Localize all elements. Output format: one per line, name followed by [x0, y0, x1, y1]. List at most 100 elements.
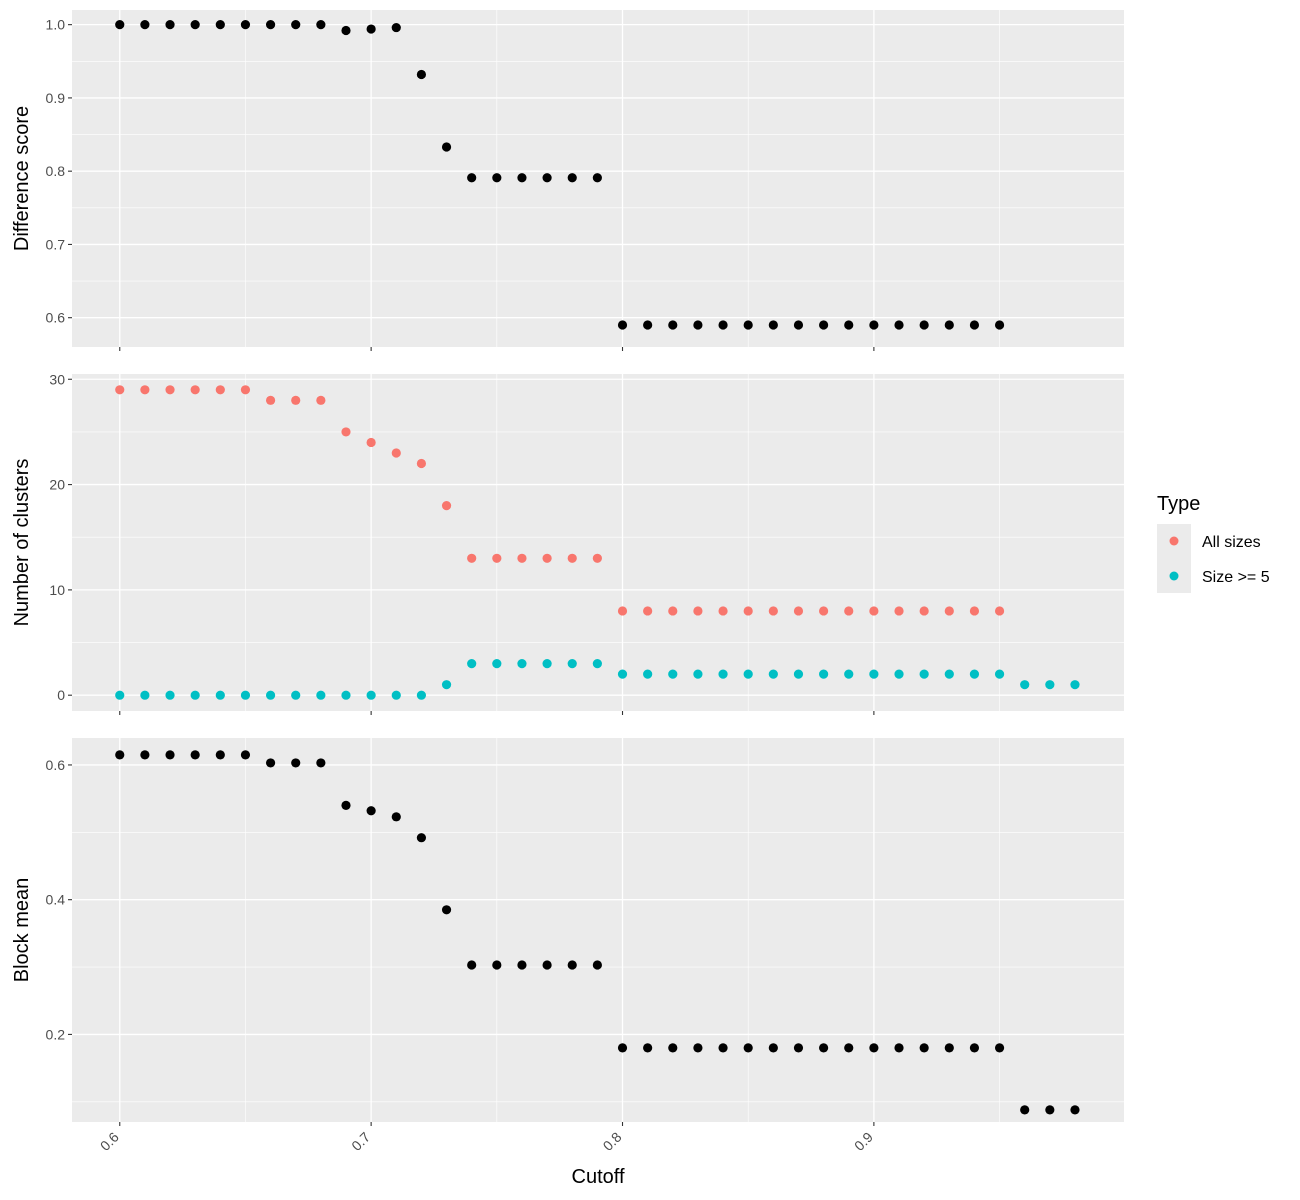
data-point — [693, 606, 703, 616]
data-point — [240, 690, 251, 700]
data-point — [643, 1043, 653, 1053]
data-point — [844, 320, 854, 330]
data-point — [617, 606, 628, 616]
data-point — [969, 320, 980, 330]
data-point — [291, 690, 301, 700]
data-point — [693, 669, 703, 679]
data-point — [793, 320, 804, 330]
y-tick-label: 10 — [49, 582, 65, 598]
y-tick-label: 0.6 — [46, 757, 66, 773]
data-point — [517, 960, 527, 970]
data-point — [366, 806, 376, 816]
data-point — [819, 606, 829, 616]
y-axis-title: Difference score — [11, 106, 33, 251]
data-point — [291, 395, 301, 405]
data-point — [140, 690, 150, 700]
panel-background — [72, 738, 1124, 1122]
data-point — [517, 553, 527, 563]
data-point — [768, 606, 778, 616]
data-point — [718, 606, 728, 616]
data-point — [165, 750, 175, 760]
x-axis-title: Cutoff — [572, 1166, 625, 1188]
data-point — [819, 320, 829, 330]
data-point — [190, 385, 200, 395]
data-point — [567, 960, 577, 970]
data-point — [617, 320, 628, 330]
data-point — [919, 669, 929, 679]
x-tick-label: 0.8 — [600, 1129, 625, 1154]
data-point — [944, 606, 954, 616]
data-point — [416, 833, 427, 843]
data-point — [291, 20, 301, 30]
data-point — [441, 142, 452, 152]
data-point — [140, 385, 150, 395]
data-point — [115, 385, 125, 395]
data-point — [869, 320, 879, 330]
y-axis-title: Number of clusters — [11, 459, 33, 627]
data-point — [1045, 680, 1055, 690]
data-point — [316, 20, 326, 30]
data-point — [668, 606, 678, 616]
data-point — [718, 669, 728, 679]
data-point — [567, 173, 577, 183]
data-point — [341, 427, 351, 437]
legend-key-size-5 — [1169, 571, 1179, 581]
x-tick-label: 0.6 — [97, 1129, 122, 1154]
series-1 — [115, 20, 1005, 330]
data-point — [768, 669, 778, 679]
data-point — [366, 437, 376, 448]
data-point — [693, 1043, 703, 1053]
data-point — [215, 385, 225, 395]
chart-panels: 0.6 0.7 0.8 0.9 1.0 Difference score 0 10 20 30 Nu… — [11, 10, 1124, 1154]
legend-title: Type — [1157, 493, 1200, 515]
data-point — [1045, 1105, 1055, 1115]
data-point — [919, 1043, 929, 1053]
data-point — [542, 173, 552, 183]
data-point — [643, 606, 653, 616]
data-point — [492, 960, 502, 970]
data-point — [341, 25, 351, 36]
data-point — [819, 1043, 829, 1053]
y-tick-label: 1.0 — [46, 17, 66, 33]
data-point — [190, 20, 200, 30]
data-point — [944, 1043, 954, 1053]
data-point — [567, 659, 577, 669]
data-point — [542, 659, 552, 669]
data-point — [115, 690, 125, 700]
data-point — [240, 750, 251, 760]
data-point — [1070, 1105, 1080, 1115]
data-point — [768, 320, 778, 330]
data-point — [668, 1043, 678, 1053]
data-point — [994, 606, 1005, 616]
series-all-sizes — [115, 385, 1005, 616]
data-point — [844, 1043, 854, 1053]
x-tick-label: 0.9 — [851, 1129, 876, 1154]
y-tick-label: 0.8 — [46, 163, 66, 179]
data-point — [391, 812, 401, 822]
legend-label-size-5: Size >= 5 — [1202, 569, 1270, 586]
data-point — [617, 1043, 628, 1053]
data-point — [190, 750, 200, 760]
data-point — [592, 553, 602, 563]
data-point — [869, 606, 879, 616]
data-point — [140, 750, 150, 760]
data-point — [793, 606, 804, 616]
data-point — [869, 669, 879, 679]
y-tick-label: 0.7 — [46, 236, 66, 252]
data-point — [215, 20, 225, 30]
data-point — [919, 320, 929, 330]
legend: Type All sizes Size >= 5 — [1157, 493, 1270, 593]
data-point — [1020, 680, 1030, 690]
panel-1: 0.6 0.7 0.8 0.9 1.0 Difference score — [11, 10, 1124, 351]
data-point — [265, 395, 276, 405]
panel-2: 0 10 20 30 Number of clusters — [11, 371, 1124, 715]
data-point — [467, 173, 477, 183]
data-point — [819, 669, 829, 679]
data-point — [994, 1043, 1005, 1053]
data-point — [743, 669, 753, 679]
data-point — [668, 669, 678, 679]
data-point — [265, 758, 276, 768]
data-point — [190, 690, 200, 700]
data-point — [492, 553, 502, 563]
data-point — [441, 501, 452, 511]
